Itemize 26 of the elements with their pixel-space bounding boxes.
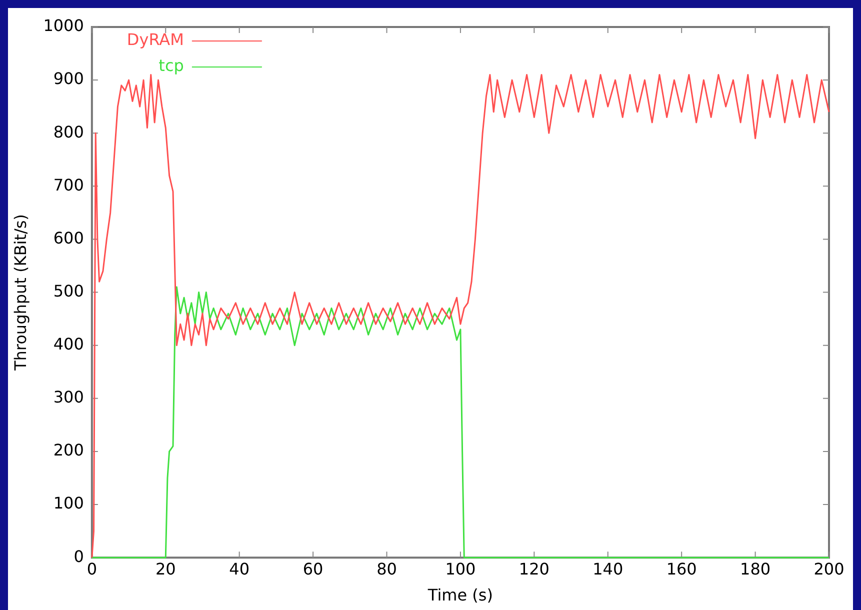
x-tick-label: 160 bbox=[666, 559, 697, 578]
y-axis-title: Throughput (KBit/s) bbox=[10, 214, 30, 372]
x-tick-label: 100 bbox=[445, 559, 476, 578]
x-tick-label: 40 bbox=[229, 559, 250, 578]
y-tick-label: 900 bbox=[53, 69, 84, 88]
x-tick-label: 60 bbox=[302, 559, 324, 578]
y-tick-label: 300 bbox=[53, 388, 84, 407]
x-tick-label: 180 bbox=[740, 559, 771, 578]
legend-label: DyRAM bbox=[126, 30, 184, 50]
y-tick-label: 800 bbox=[53, 122, 84, 142]
y-tick-label: 200 bbox=[53, 440, 84, 460]
x-tick-label: 0 bbox=[86, 559, 98, 578]
x-tick-label: 120 bbox=[518, 559, 550, 578]
y-tick-label: 0 bbox=[74, 546, 84, 566]
legend-label: tcp bbox=[158, 56, 184, 76]
x-tick-label: 20 bbox=[155, 559, 176, 578]
x-tick-label: 200 bbox=[814, 559, 844, 578]
x-tick-label: 80 bbox=[376, 559, 397, 578]
y-tick-label: 500 bbox=[53, 281, 84, 300]
y-tick-label: 700 bbox=[53, 175, 84, 194]
y-tick-label: 1000 bbox=[43, 16, 84, 36]
y-tick-label: 600 bbox=[53, 228, 84, 248]
x-axis-title: Time (s) bbox=[426, 586, 493, 605]
y-tick-label: 100 bbox=[53, 494, 84, 513]
x-tick-label: 140 bbox=[592, 559, 624, 578]
y-tick-label: 400 bbox=[53, 334, 84, 354]
